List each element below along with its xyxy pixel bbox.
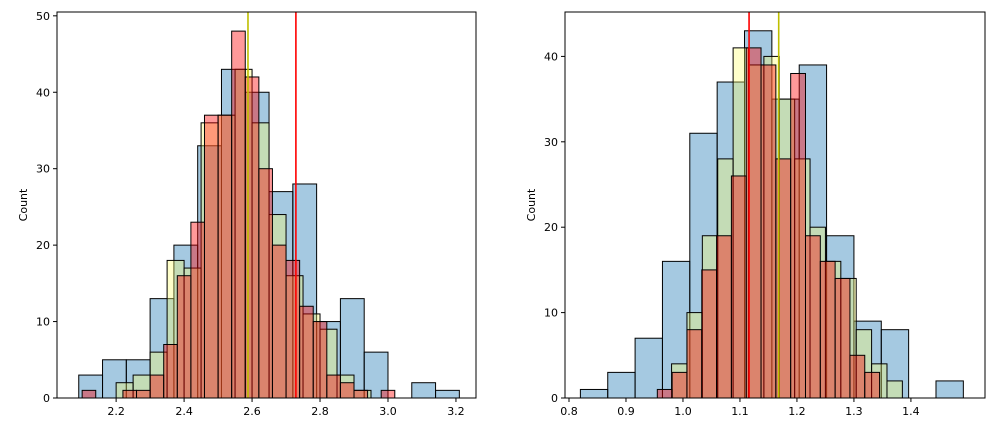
y-tick-label: 40 bbox=[544, 50, 558, 63]
histogram-bar bbox=[271, 244, 287, 399]
histogram-bar bbox=[819, 260, 836, 399]
y-tick-label: 20 bbox=[36, 239, 50, 252]
y-tick-label: 50 bbox=[36, 10, 50, 23]
histogram-bar bbox=[864, 371, 881, 399]
x-tick-label: 2.4 bbox=[175, 405, 193, 418]
histogram-bar bbox=[689, 132, 718, 399]
histogram-bar bbox=[671, 371, 688, 399]
histogram-bar bbox=[790, 72, 806, 399]
x-tick-label: 1.3 bbox=[845, 405, 863, 418]
histogram-bar bbox=[380, 389, 396, 399]
histogram-bar bbox=[701, 269, 718, 399]
histogram-bar bbox=[81, 389, 97, 399]
histogram-bar bbox=[716, 235, 732, 399]
axes-frame bbox=[564, 11, 986, 399]
histogram-bar bbox=[258, 168, 273, 399]
histogram-bar bbox=[285, 259, 301, 399]
y-axis-label: Count bbox=[17, 188, 30, 221]
histogram-bar bbox=[804, 235, 821, 399]
histogram-bar bbox=[136, 389, 151, 399]
x-tick-label: 2.6 bbox=[243, 405, 261, 418]
histogram-bar bbox=[853, 320, 882, 399]
histogram-bar bbox=[886, 380, 903, 399]
histogram-bar bbox=[935, 380, 964, 399]
y-tick-label: 30 bbox=[544, 136, 558, 149]
histogram-bar bbox=[326, 374, 341, 399]
y-tick-label: 0 bbox=[43, 392, 50, 405]
histogram-bar bbox=[339, 382, 355, 399]
histogram-bar bbox=[190, 221, 205, 399]
y-tick-label: 10 bbox=[36, 316, 50, 329]
y-tick-label: 40 bbox=[36, 86, 50, 99]
x-tick-label: 2.2 bbox=[107, 405, 125, 418]
x-tick-label: 3.0 bbox=[379, 405, 397, 418]
histogram-bar bbox=[607, 371, 636, 399]
histogram-bar bbox=[730, 175, 747, 399]
histogram-bar bbox=[176, 275, 192, 399]
histogram-bar bbox=[834, 277, 851, 399]
histogram-bar bbox=[203, 114, 219, 399]
histogram-bar bbox=[353, 389, 369, 399]
x-tick-label: 1.0 bbox=[674, 405, 692, 418]
histogram-bar bbox=[231, 30, 246, 399]
histogram-bar bbox=[217, 114, 233, 399]
histogram-bar bbox=[849, 354, 866, 399]
histogram-bar bbox=[411, 382, 437, 399]
histogram-bar bbox=[798, 64, 828, 399]
histogram-bar bbox=[122, 389, 138, 399]
y-tick-label: 10 bbox=[544, 307, 558, 320]
histogram-bar bbox=[299, 305, 314, 399]
axes-frame bbox=[56, 11, 477, 399]
histogram-bar bbox=[826, 235, 855, 399]
y-tick-label: 30 bbox=[36, 163, 50, 176]
histogram-bar bbox=[760, 64, 777, 399]
x-tick-label: 0.9 bbox=[617, 405, 635, 418]
histogram-bar bbox=[656, 388, 673, 399]
histogram-bar bbox=[163, 343, 178, 399]
histogram-bar bbox=[149, 374, 165, 399]
x-tick-label: 3.2 bbox=[447, 405, 465, 418]
y-tick-label: 0 bbox=[551, 392, 558, 405]
x-tick-label: 1.1 bbox=[731, 405, 749, 418]
histogram-bar bbox=[716, 81, 746, 399]
x-tick-label: 0.8 bbox=[560, 405, 578, 418]
y-tick-label: 20 bbox=[544, 221, 558, 234]
histogram-bar bbox=[686, 329, 703, 399]
histogram-bar bbox=[435, 389, 460, 399]
x-tick-label: 1.2 bbox=[788, 405, 806, 418]
histogram-bar bbox=[312, 321, 328, 399]
histogram-bar bbox=[579, 388, 609, 399]
y-axis-label: Count bbox=[525, 188, 538, 221]
x-tick-label: 2.8 bbox=[311, 405, 329, 418]
x-tick-label: 1.4 bbox=[902, 405, 920, 418]
